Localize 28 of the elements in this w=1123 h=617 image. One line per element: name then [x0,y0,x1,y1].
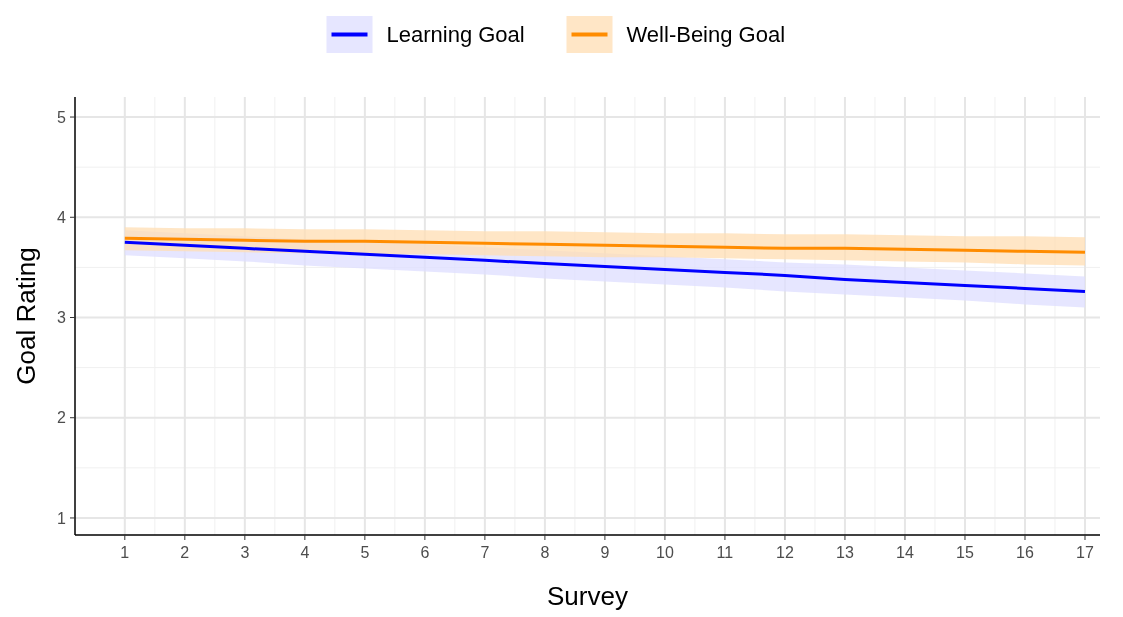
y-tick-label: 5 [57,108,67,126]
legend-label: Well-Being Goal [626,22,786,48]
x-tick-label: 6 [420,544,430,561]
x-tick-label: 8 [540,544,550,561]
x-tick-label: 5 [360,544,370,561]
y-tick-label: 1 [57,509,67,527]
x-tick-label: 10 [656,544,674,561]
x-tick-label: 11 [716,544,734,561]
x-tick-label: 1 [120,544,130,561]
x-axis-title: Survey [547,581,628,611]
x-tick-label: 12 [776,544,794,561]
x-tick-label: 15 [956,544,974,561]
y-tick-label: 4 [57,208,67,226]
x-tick-label: 7 [480,544,490,561]
x-tick-label: 2 [180,544,190,561]
x-tick-label: 14 [896,544,914,561]
legend-label: Learning Goal [386,22,525,48]
x-tick-label: 4 [300,544,310,561]
x-tick-label: 16 [1016,544,1034,561]
y-tick-label: 3 [57,309,67,327]
y-axis-title: Goal Rating [11,247,41,385]
x-tick-label: 17 [1076,544,1094,561]
y-tick-label: 2 [57,409,67,427]
x-tick-label: 3 [240,544,250,561]
x-tick-label: 13 [836,544,854,561]
line-series [123,240,1087,293]
x-tick-label: 9 [600,544,610,561]
line-series [123,236,1087,254]
